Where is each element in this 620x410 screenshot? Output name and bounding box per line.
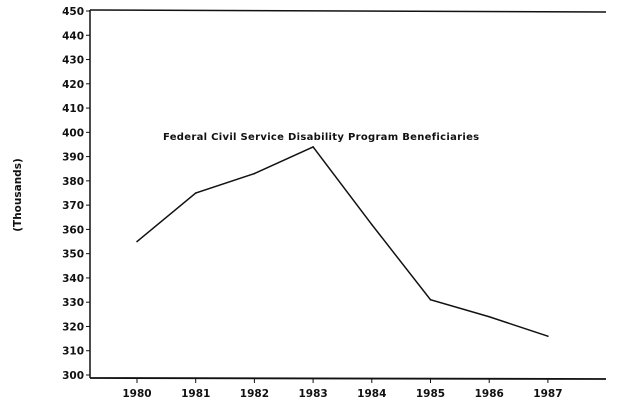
x-tick-label: 1986 [475, 388, 504, 400]
x-axis-line [89, 377, 607, 380]
y-ticks: 300 310 320 330 340 350 360 370 380 390 400 410 420 4… [62, 6, 90, 382]
y-tick-label: 440 [62, 30, 84, 42]
data-point [253, 172, 256, 175]
y-tick-label: 320 [62, 321, 84, 333]
data-point [312, 146, 314, 148]
x-tick-label: 1980 [122, 388, 151, 400]
y-tick-label: 420 [62, 79, 84, 91]
data-point [429, 298, 432, 301]
y-tick-label: 350 [62, 249, 84, 261]
x-tick-label: 1982 [240, 388, 269, 400]
y-tick-label: 300 [62, 370, 84, 382]
series [136, 145, 549, 337]
x-tick-label: 1987 [533, 388, 562, 400]
y-tick-label: 410 [62, 103, 84, 115]
data-point [136, 240, 138, 243]
x-ticks: 1980 1981 1982 1983 1984 1985 1986 1987 [122, 378, 563, 400]
y-tick-label: 400 [62, 127, 84, 139]
y-tick-label: 330 [62, 297, 84, 309]
y-tick-label: 340 [62, 273, 84, 285]
y-tick-label: 430 [62, 55, 84, 67]
y-tick-label: 370 [62, 200, 84, 212]
y-tick-label: 380 [62, 176, 84, 188]
x-tick-label: 1984 [357, 388, 386, 400]
top-border-line [89, 9, 607, 13]
y-tick-label: 360 [62, 224, 84, 236]
x-tick-label: 1985 [416, 388, 445, 400]
data-point [194, 192, 197, 194]
data-point [371, 223, 373, 226]
data-point [547, 335, 549, 337]
y-tick-label: 450 [62, 6, 84, 18]
axes [89, 9, 607, 380]
series-line [136, 145, 549, 337]
y-axis-label: (Thousands) [12, 158, 24, 232]
data-point [488, 315, 491, 318]
y-tick-label: 310 [62, 346, 84, 358]
x-tick-label: 1981 [181, 388, 210, 400]
y-tick-label: 390 [62, 152, 84, 164]
x-tick-label: 1983 [298, 388, 327, 400]
chart-title: Federal Civil Service Disability Program… [163, 132, 479, 143]
